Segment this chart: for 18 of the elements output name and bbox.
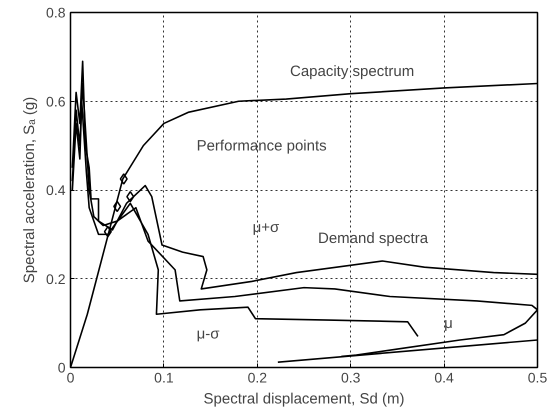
y-tick-label: 0.6 bbox=[46, 93, 66, 110]
x-axis-title: Spectral displacement, Sd (m) bbox=[204, 390, 404, 408]
annotation: Demand spectra bbox=[318, 230, 429, 247]
y-tick-label: 0 bbox=[58, 360, 66, 376]
annotation: μ+σ bbox=[252, 219, 280, 236]
annotation: μ-σ bbox=[196, 326, 220, 343]
x-tick-label: 0.3 bbox=[340, 370, 361, 386]
y-tick-label: 0.4 bbox=[46, 182, 66, 198]
x-tick-label: 0.2 bbox=[248, 370, 268, 386]
y-tick-label: 0.2 bbox=[46, 270, 66, 287]
annotation: Performance points bbox=[196, 138, 327, 154]
annotation: μ bbox=[444, 315, 453, 332]
x-tick-label: 0.5 bbox=[528, 370, 548, 386]
x-tick-label: 0.4 bbox=[434, 370, 454, 386]
x-tick-label: 0.1 bbox=[154, 370, 174, 386]
y-tick-label: 0.8 bbox=[46, 4, 66, 20]
annotation: Capacity spectrum bbox=[290, 62, 414, 80]
y-axis-title: Spectral acceleration, Sₐ (g) bbox=[21, 96, 38, 284]
